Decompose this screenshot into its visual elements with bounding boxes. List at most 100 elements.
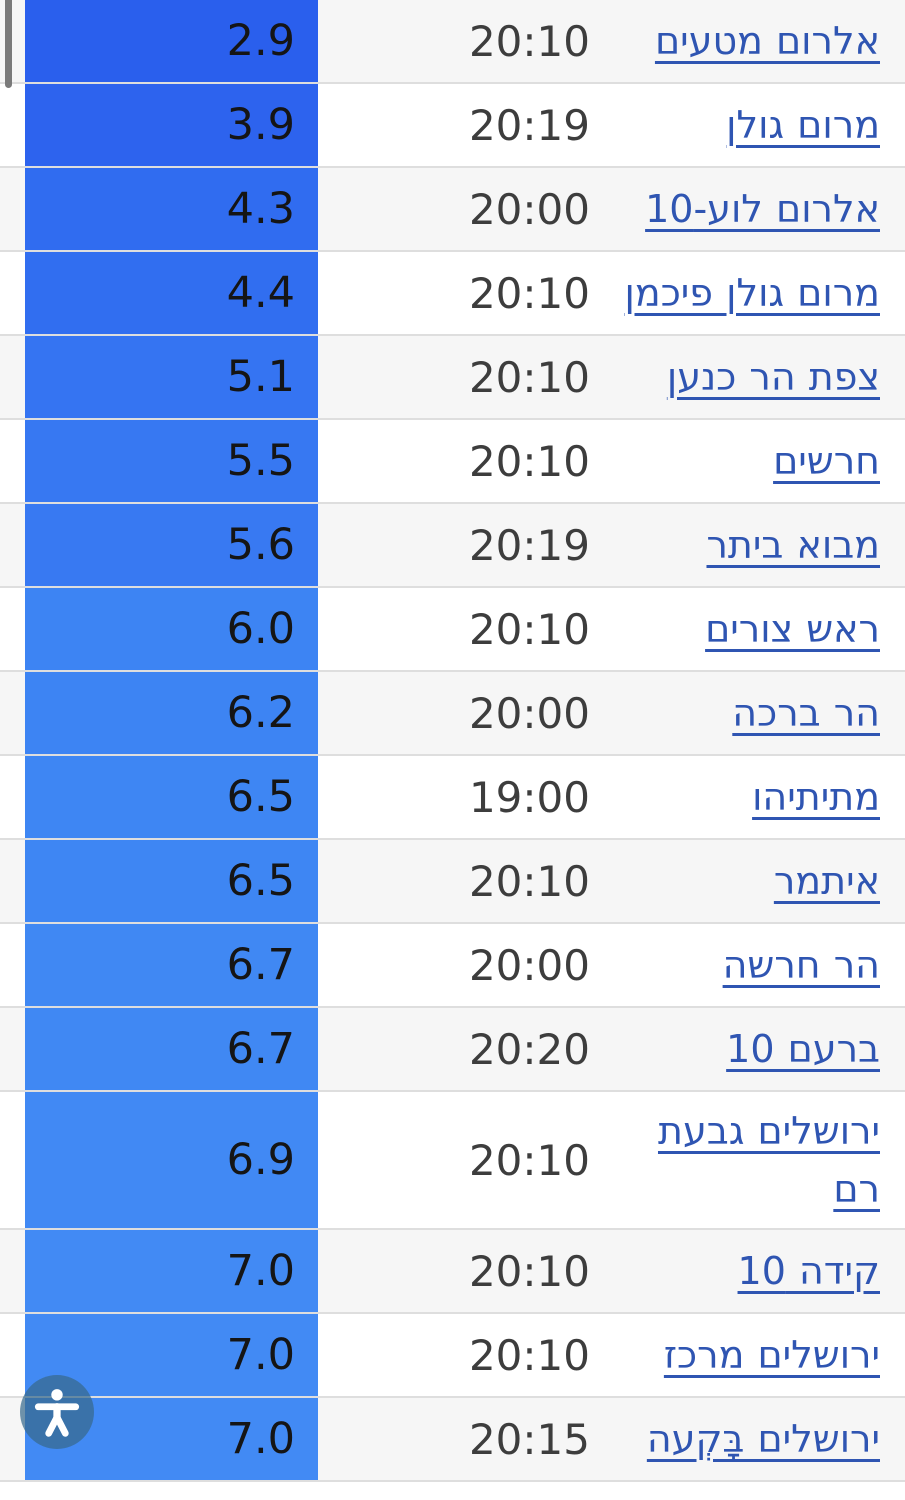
station-link[interactable]: חרשים	[773, 439, 880, 483]
time-value: 20:19	[468, 520, 590, 570]
temperature-value: 6.0	[226, 604, 295, 654]
time-value: 20:00	[468, 184, 590, 234]
station-link[interactable]: מתיתיהו	[752, 775, 880, 819]
time-value: 20:10	[468, 604, 590, 654]
time-cell: 20:20	[318, 1008, 620, 1090]
station-link[interactable]: אלרום מטעים	[654, 19, 880, 63]
temperature-value: 7.0	[226, 1246, 295, 1296]
temperature-value: 6.5	[226, 856, 295, 906]
station-link[interactable]: ראש צורים	[705, 607, 880, 651]
temperature-value: 7.0	[226, 1414, 295, 1464]
temperature-cell: 4.4	[25, 252, 318, 334]
station-name-cell: ירושלים בָּקְעה	[620, 1398, 905, 1480]
table-row: ברעם 10 20:20 6.7	[0, 1008, 905, 1092]
temperature-cell: 5.6	[25, 504, 318, 586]
station-link[interactable]: אלרום לוע-10	[645, 187, 880, 231]
time-value: 20:10	[468, 1246, 590, 1296]
time-cell: 20:19	[318, 84, 620, 166]
accessibility-icon	[31, 1386, 83, 1438]
temperature-cell: 6.2	[25, 672, 318, 754]
time-cell: 20:10	[318, 1092, 620, 1228]
time-value: 20:10	[468, 352, 590, 402]
temperature-cell: 2.9	[25, 0, 318, 82]
table-row: ירושלים בָּקְעה 20:15 7.0	[0, 1398, 905, 1482]
time-cell: 20:10	[318, 588, 620, 670]
station-name-cell: ראש צורים	[620, 588, 905, 670]
table-row: ירושלים גבעת רם 20:10 6.9	[0, 1092, 905, 1230]
temperature-value: 6.7	[226, 940, 295, 990]
table-row: מרום גולן פיכמן 20:10 4.4	[0, 252, 905, 336]
temperature-cell: 6.7	[25, 1008, 318, 1090]
station-link[interactable]: מבוא ביתר	[706, 523, 880, 567]
station-link[interactable]: איתמר	[773, 859, 880, 903]
time-value: 20:10	[468, 436, 590, 486]
station-link[interactable]: צפת הר כנען	[666, 355, 880, 399]
station-link[interactable]: קידה 10	[737, 1249, 880, 1293]
station-link[interactable]: הר ברכה	[732, 691, 880, 735]
temperature-value: 4.4	[226, 268, 295, 318]
table-row: מבוא ביתר 20:19 5.6	[0, 504, 905, 588]
station-link[interactable]: ברעם 10	[726, 1027, 880, 1071]
time-value: 20:19	[468, 100, 590, 150]
station-name-cell: ברעם 10	[620, 1008, 905, 1090]
station-name-cell: ירושלים גבעת רם	[620, 1092, 905, 1228]
scrollbar-thumb[interactable]	[5, 0, 12, 88]
station-name-cell: צפת הר כנען	[620, 336, 905, 418]
station-name-cell: איתמר	[620, 840, 905, 922]
station-name-cell: אלרום מטעים	[620, 0, 905, 82]
time-cell: 20:15	[318, 1398, 620, 1480]
temperature-value: 6.7	[226, 1024, 295, 1074]
time-cell: 20:10	[318, 1230, 620, 1312]
time-cell: 20:10	[318, 420, 620, 502]
temperature-value: 5.1	[226, 352, 295, 402]
station-name-cell: הר חרשה	[620, 924, 905, 1006]
temperature-value: 2.9	[226, 16, 295, 66]
station-name-cell: מרום גולן פיכמן	[620, 252, 905, 334]
station-link[interactable]: מרום גולן	[726, 103, 880, 147]
time-cell: 20:10	[318, 1314, 620, 1396]
time-cell: 19:00	[318, 756, 620, 838]
station-name-cell: חרשים	[620, 420, 905, 502]
time-cell: 20:00	[318, 924, 620, 1006]
station-link[interactable]: הר חרשה	[722, 943, 880, 987]
time-cell: 20:19	[318, 504, 620, 586]
temperature-value: 5.5	[226, 436, 295, 486]
temperature-cell: 5.5	[25, 420, 318, 502]
station-link[interactable]: מרום גולן פיכמן	[624, 271, 880, 315]
table-row: הר ברכה 20:00 6.2	[0, 672, 905, 756]
temperature-value: 5.6	[226, 520, 295, 570]
station-name-cell: קידה 10	[620, 1230, 905, 1312]
table-row: אלרום מטעים 20:10 2.9	[0, 0, 905, 84]
station-name-cell: הר ברכה	[620, 672, 905, 754]
station-link[interactable]: ירושלים גבעת רם	[657, 1109, 880, 1211]
temperature-cell: 6.5	[25, 756, 318, 838]
accessibility-widget-button[interactable]	[20, 1375, 94, 1449]
table-row: אלרום לוע-10 20:00 4.3	[0, 168, 905, 252]
table-row: מרום גולן 20:19 3.9	[0, 84, 905, 168]
temperature-value: 7.0	[226, 1330, 295, 1380]
time-cell: 20:00	[318, 672, 620, 754]
temperature-cell: 6.7	[25, 924, 318, 1006]
table-row: הר חרשה 20:00 6.7	[0, 924, 905, 1008]
station-link[interactable]: ירושלים בָּקְעה	[646, 1417, 880, 1461]
time-value: 19:00	[468, 772, 590, 822]
time-cell: 20:10	[318, 252, 620, 334]
time-value: 20:10	[468, 1135, 590, 1185]
station-link[interactable]: ירושלים מרכז	[663, 1333, 880, 1377]
station-name-cell: אלרום לוע-10	[620, 168, 905, 250]
station-name-cell: מבוא ביתר	[620, 504, 905, 586]
time-cell: 20:10	[318, 0, 620, 82]
temperature-value: 6.5	[226, 772, 295, 822]
table-row: חרשים 20:10 5.5	[0, 420, 905, 504]
time-value: 20:20	[468, 1024, 590, 1074]
table-row: ירושלים מרכז 20:10 7.0	[0, 1314, 905, 1398]
time-cell: 20:10	[318, 336, 620, 418]
time-value: 20:00	[468, 940, 590, 990]
temperature-value: 4.3	[226, 184, 295, 234]
temperature-cell: 6.0	[25, 588, 318, 670]
table-row: ראש צורים 20:10 6.0	[0, 588, 905, 672]
temperature-cell: 6.5	[25, 840, 318, 922]
table-row: קידה 10 20:10 7.0	[0, 1230, 905, 1314]
station-name-cell: ירושלים מרכז	[620, 1314, 905, 1396]
